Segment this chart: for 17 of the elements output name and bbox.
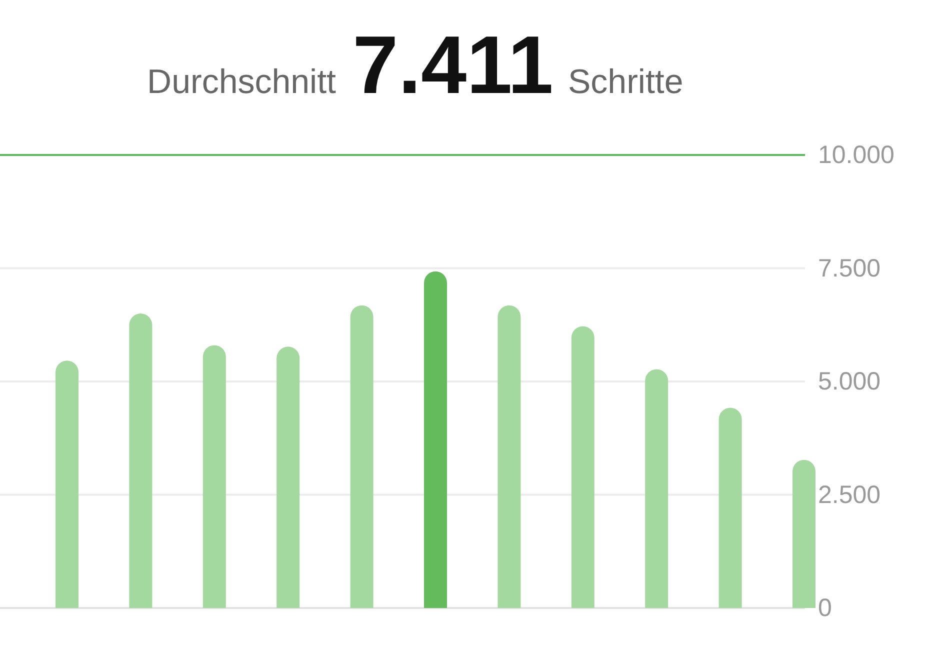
bar	[56, 360, 78, 608]
y-tick-label: 5.000	[818, 368, 881, 396]
bar	[645, 369, 668, 608]
bar	[718, 408, 742, 608]
bar	[571, 326, 594, 608]
y-tick-label: 2.500	[818, 480, 881, 509]
y-tick-label: 0	[818, 594, 832, 622]
bar	[792, 460, 816, 608]
y-tick-label: 10.000	[818, 141, 894, 169]
chart-title: Durchschnitt 7.411 Schritte	[147, 20, 684, 111]
bar	[498, 305, 521, 608]
y-tick-label: 7.500	[818, 254, 881, 282]
bar	[276, 346, 300, 608]
bar	[350, 305, 374, 608]
bar	[129, 314, 152, 608]
bar	[202, 345, 226, 608]
bar	[424, 271, 447, 608]
